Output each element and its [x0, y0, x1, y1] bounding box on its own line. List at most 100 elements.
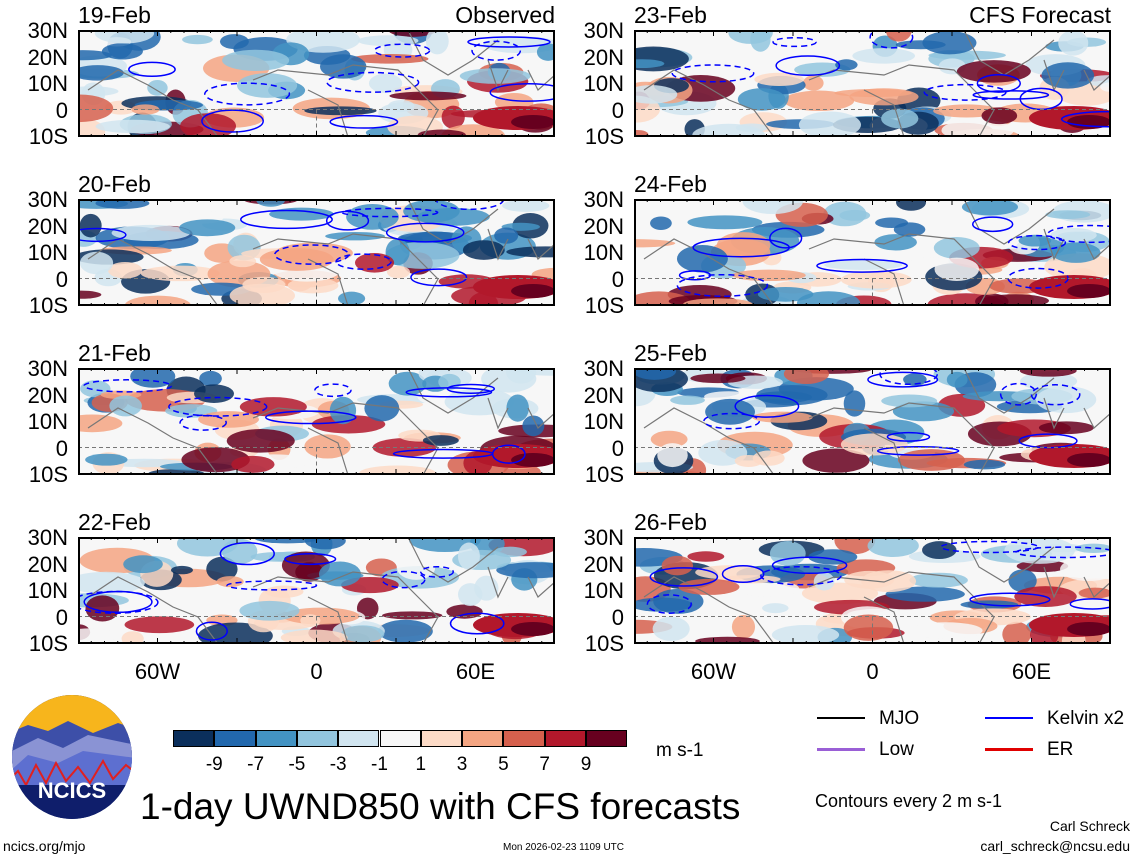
kelvin-contour: [879, 368, 938, 385]
wind-map: [634, 368, 1111, 475]
wind-anomaly-blob: [757, 286, 814, 302]
wind-anomaly-blob: [375, 292, 431, 306]
legend-line-mjo: [817, 717, 865, 719]
lon-label: 60E: [1011, 659, 1052, 684]
colorbar-swatch: [173, 730, 215, 747]
wind-anomaly-blob: [85, 453, 128, 466]
wind-anomaly-blob: [382, 611, 443, 620]
wind-anomaly-blob: [687, 551, 725, 562]
contours-note: Contours every 2 m s-1: [815, 791, 1003, 811]
kelvin-contour: [128, 61, 176, 78]
wind-anomaly-blob: [751, 411, 813, 423]
wind-anomaly-blob: [318, 561, 361, 587]
wind-anomaly-blob: [101, 43, 143, 60]
kelvin-contour: [649, 567, 719, 587]
wind-anomaly-blob: [783, 368, 830, 384]
wind-anomaly-blob: [319, 54, 367, 79]
kelvin-contour: [886, 431, 931, 442]
wind-anomaly-blob: [341, 625, 385, 643]
lat-label: 10N: [583, 240, 624, 265]
wind-anomaly-blob: [771, 625, 840, 644]
footer-url[interactable]: ncics.org/mjo: [3, 838, 86, 854]
wind-anomaly-blob: [446, 604, 483, 619]
kelvin-contour: [816, 258, 908, 273]
wind-anomaly-blob: [79, 213, 102, 238]
panel-type: Observed: [455, 2, 555, 28]
colorbar-swatch: [296, 730, 339, 747]
wind-anomaly-blob: [754, 72, 804, 87]
kelvin-contour: [769, 227, 803, 249]
wind-anomaly-blob: [961, 199, 1018, 216]
wind-anomaly-blob: [226, 429, 295, 453]
lat-label: 30N: [583, 525, 624, 550]
wind-anomaly-blob: [109, 395, 142, 417]
kelvin-contour: [335, 253, 392, 270]
wind-anomaly-blob: [536, 43, 555, 61]
colorbar-swatch: [586, 730, 628, 747]
wind-anomaly-blob: [783, 90, 855, 111]
legend-label: Kelvin x2: [1047, 708, 1125, 729]
wind-anomaly-blob: [687, 215, 763, 230]
wind-anomaly-blob: [922, 31, 977, 55]
wind-anomaly-blob: [483, 36, 555, 54]
wind-anomaly-blob: [634, 368, 677, 380]
wind-anomaly-blob: [259, 248, 334, 271]
wind-anomaly-blob: [229, 283, 295, 306]
kelvin-contour: [976, 73, 1021, 93]
lat-label: 20N: [27, 213, 68, 239]
lat-label: 30N: [583, 356, 624, 381]
wind-anomaly-blob: [1035, 386, 1097, 414]
wind-anomaly-blob: [650, 430, 688, 448]
ncics-logo: NCICS: [12, 695, 132, 819]
wind-anomaly-blob: [165, 404, 218, 418]
colorbar-tick-label: -7: [247, 754, 265, 775]
wind-anomaly-blob: [511, 115, 555, 129]
wind-anomaly-blob: [403, 199, 460, 223]
wind-anomaly-blob: [280, 629, 348, 644]
wind-anomaly-blob: [481, 368, 537, 393]
wind-anomaly-blob: [737, 88, 786, 111]
wind-anomaly-blob: [756, 385, 828, 406]
wind-anomaly-blob: [357, 35, 419, 47]
wind-anomaly-blob: [843, 614, 894, 641]
wind-anomaly-blob: [94, 30, 155, 44]
wind-anomaly-blob: [496, 562, 555, 579]
wind-anomaly-blob: [1018, 234, 1052, 247]
wind-anomaly-blob: [1041, 62, 1095, 89]
kelvin-contour: [969, 592, 1051, 607]
wind-anomaly-blob: [690, 373, 746, 384]
wind-anomaly-blob: [237, 73, 298, 98]
wind-anomaly-blob: [1038, 421, 1094, 435]
colorbar-swatch: [379, 730, 421, 747]
panel-date: 19-Feb: [78, 2, 151, 28]
kelvin-contour: [646, 594, 692, 614]
legend-line-kelvin-x2: [985, 717, 1033, 719]
wind-anomaly-blob: [231, 455, 275, 473]
wind-anomaly-blob: [1100, 82, 1111, 92]
wind-anomaly-blob: [206, 556, 238, 582]
wind-anomaly-blob: [840, 433, 908, 456]
coastline: [643, 368, 1111, 475]
coastline: [643, 537, 1111, 644]
kelvin-contour: [78, 590, 159, 614]
wind-anomaly-blob: [494, 227, 519, 244]
wind-anomaly-blob: [1060, 557, 1111, 582]
wind-anomaly-blob: [111, 224, 191, 241]
footer-author: Carl Schreck: [1049, 818, 1130, 834]
colorbar-swatch: [544, 730, 586, 747]
wind-anomaly-blob: [1067, 453, 1111, 467]
wind-anomaly-blob: [462, 240, 505, 260]
wind-anomaly-blob: [731, 614, 756, 639]
lat-label: 30N: [583, 187, 624, 212]
kelvin-contour: [999, 382, 1037, 406]
kelvin-contour: [410, 268, 468, 287]
wind-anomaly-blob: [1019, 368, 1077, 377]
panel-date: 24-Feb: [634, 171, 707, 197]
wind-anomaly-blob: [1002, 621, 1031, 644]
coastline: [87, 368, 555, 475]
wind-anomaly-blob: [861, 570, 917, 593]
kelvin-contour: [284, 553, 337, 566]
footer-email[interactable]: carl_schreck@ncsu.edu: [980, 838, 1130, 854]
wind-anomaly-blob: [762, 603, 789, 614]
lat-label: 10S: [28, 293, 68, 318]
